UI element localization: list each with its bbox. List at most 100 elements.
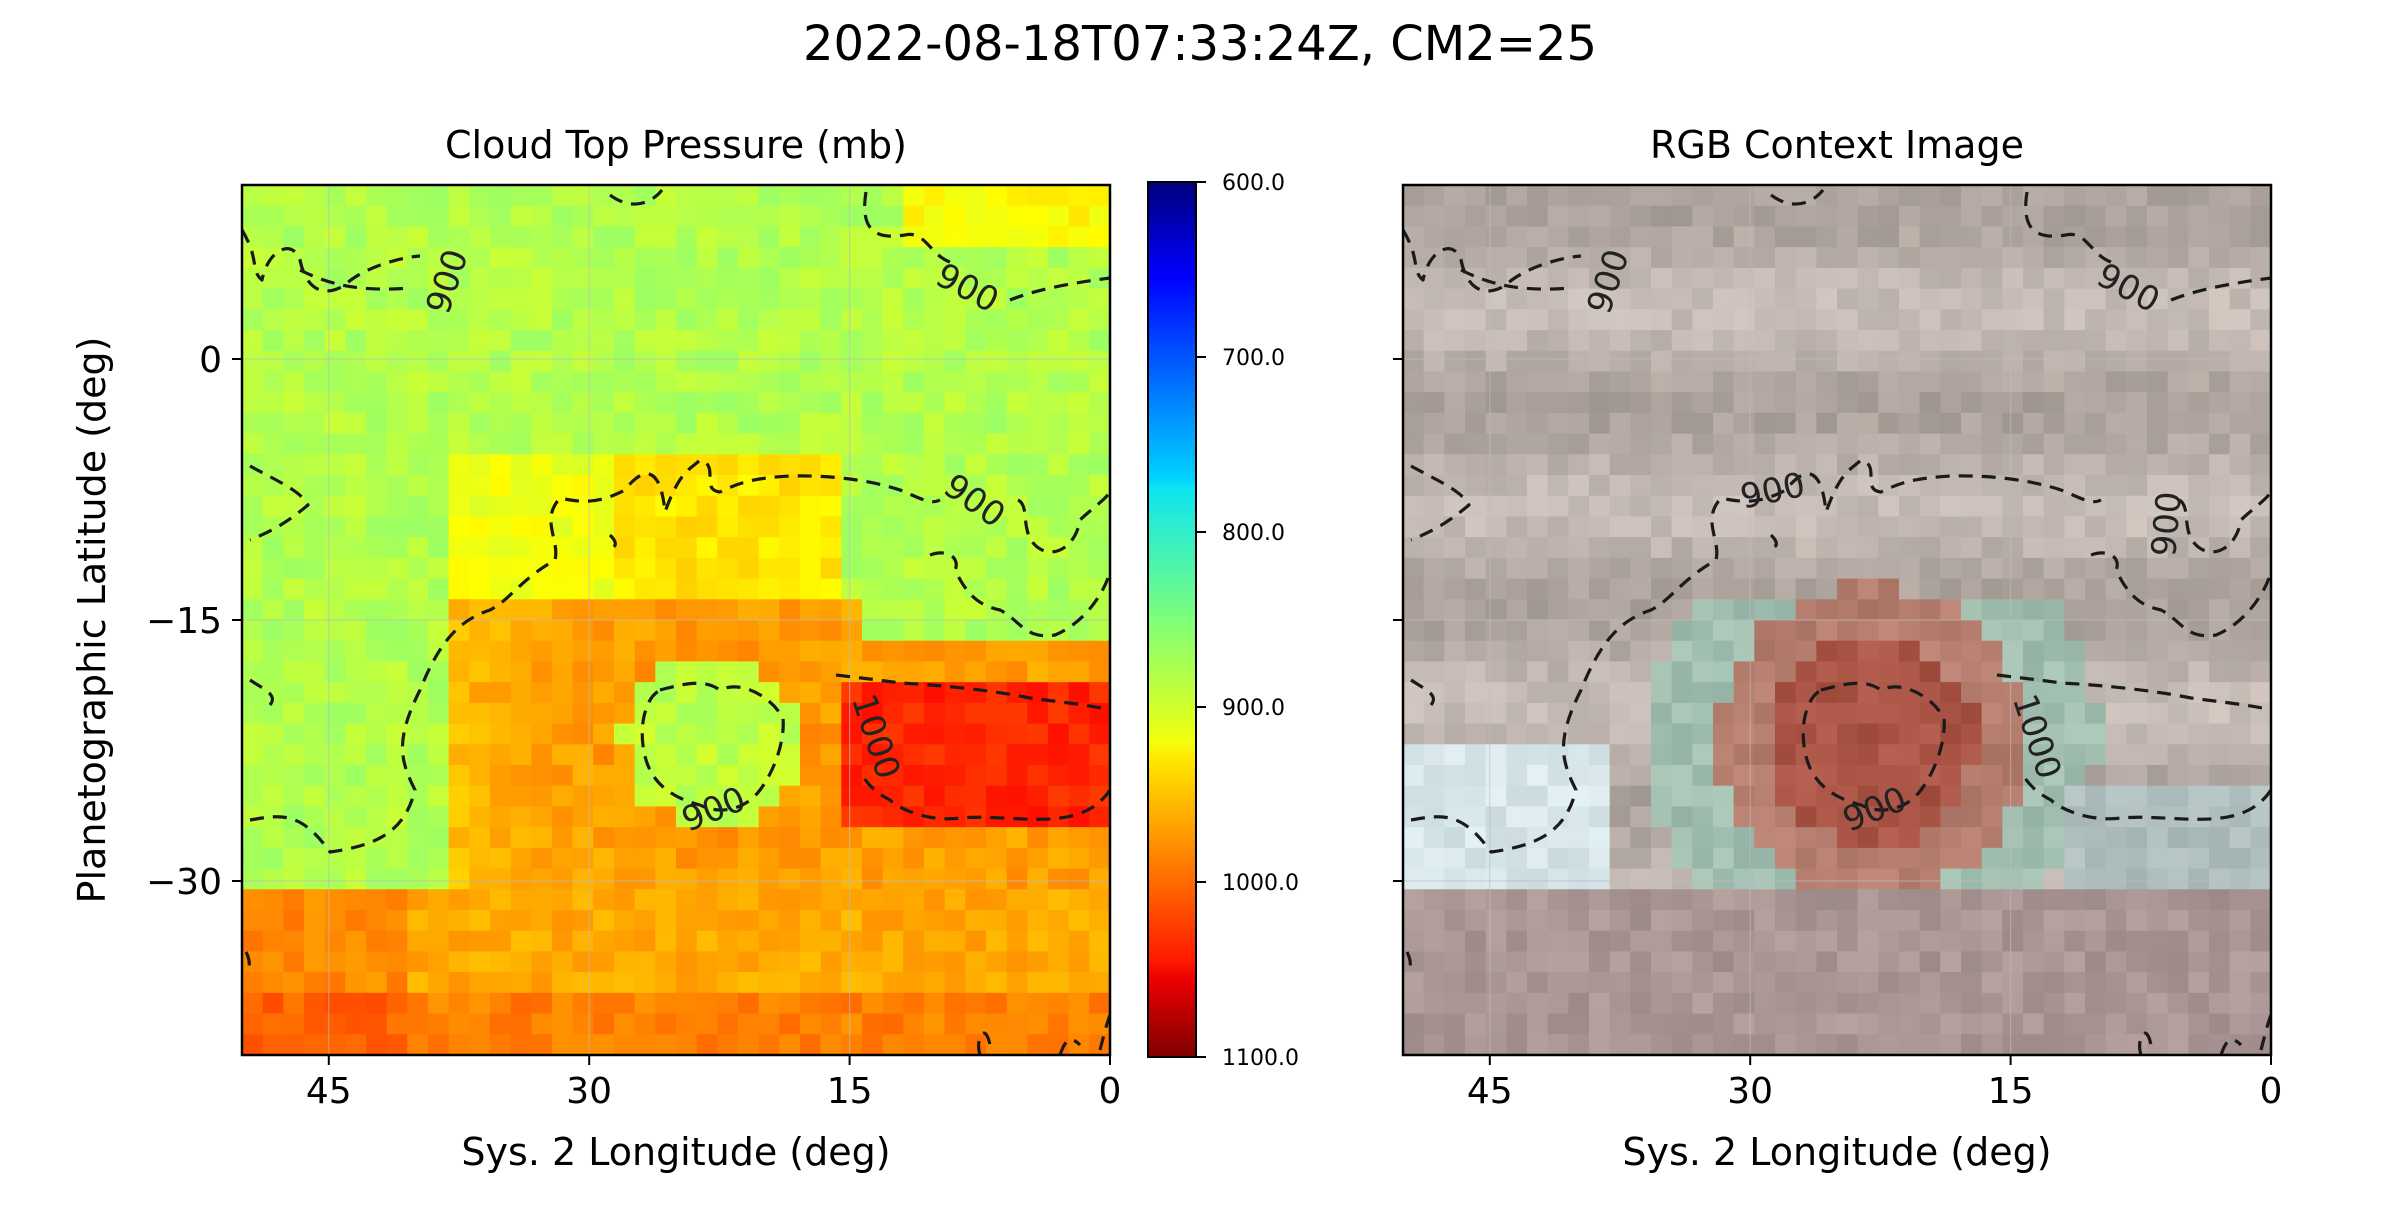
- heatmap-cell: [696, 371, 718, 393]
- heatmap-cell: [2147, 951, 2169, 973]
- heatmap-cell: [986, 454, 1008, 476]
- heatmap-cell: [1651, 392, 1673, 414]
- heatmap-cell: [366, 910, 388, 932]
- heatmap-cell: [779, 1013, 801, 1035]
- heatmap-cell: [1465, 350, 1487, 373]
- heatmap-cell: [717, 972, 739, 994]
- heatmap-cell: [1506, 392, 1528, 414]
- heatmap-cell: [986, 475, 1008, 497]
- heatmap-cell: [593, 433, 615, 455]
- heatmap-cell: [1506, 972, 1528, 994]
- heatmap-cell: [634, 288, 656, 310]
- heatmap-cell: [1068, 868, 1090, 890]
- heatmap-cell: [2085, 847, 2107, 870]
- heatmap-cell: [1961, 288, 1983, 310]
- heatmap-cell: [738, 744, 760, 766]
- heatmap-cell: [1403, 744, 1425, 766]
- heatmap-cell: [1527, 205, 1549, 228]
- heatmap-cell: [1816, 951, 1838, 973]
- heatmap-cell: [242, 889, 264, 911]
- heatmap-cell: [1981, 330, 2003, 352]
- heatmap-cell: [2188, 1034, 2210, 1055]
- heatmap-cell: [366, 806, 388, 828]
- contour-900-main: [1410, 458, 2102, 854]
- heatmap-cell: [283, 495, 305, 518]
- heatmap-cell: [2043, 495, 2065, 518]
- heatmap-cell: [634, 1034, 656, 1055]
- heatmap-cell: [531, 723, 553, 745]
- heatmap-cell: [717, 827, 739, 849]
- heatmap-cell: [283, 350, 305, 373]
- heatmap-cell: [1671, 765, 1693, 787]
- heatmap-cell: [1506, 620, 1528, 642]
- heatmap-cell: [1961, 557, 1983, 580]
- heatmap-cell: [242, 330, 264, 352]
- heatmap-cell: [2064, 930, 2086, 953]
- heatmap-cell: [1857, 392, 1879, 414]
- heatmap-cell: [1692, 537, 1714, 559]
- heatmap-cell: [1981, 454, 2003, 476]
- heatmap-cell: [1006, 412, 1028, 435]
- heatmap-cell: [903, 868, 925, 890]
- heatmap-cell: [882, 454, 904, 476]
- heatmap-cell: [1527, 330, 1549, 352]
- heatmap-cell: [242, 288, 264, 310]
- heatmap-cell: [593, 930, 615, 953]
- heatmap-cell: [242, 930, 264, 953]
- heatmap-cell: [1089, 640, 1110, 663]
- heatmap-cell: [1006, 723, 1028, 745]
- heatmap-cell: [1027, 972, 1049, 994]
- heatmap-cell: [1568, 205, 1590, 228]
- heatmap-cell: [1878, 475, 1900, 497]
- heatmap-cell: [1899, 495, 1921, 518]
- heatmap-cell: [283, 226, 305, 248]
- heatmap-cell: [986, 868, 1008, 890]
- heatmap-cell: [1816, 247, 1838, 269]
- heatmap-cell: [614, 951, 636, 973]
- heatmap-cell: [1671, 412, 1693, 435]
- heatmap-cell: [1713, 951, 1735, 973]
- heatmap-cell: [1733, 972, 1755, 994]
- heatmap-cell: [345, 744, 367, 766]
- heatmap-cell: [820, 309, 842, 331]
- heatmap-cell: [717, 433, 739, 455]
- heatmap-cell: [1423, 495, 1445, 518]
- heatmap-cell: [1919, 785, 1941, 808]
- heatmap-cell: [882, 288, 904, 310]
- heatmap-cell: [944, 992, 966, 1015]
- heatmap-cell: [1713, 185, 1735, 207]
- heatmap-cell: [2002, 765, 2024, 787]
- heatmap-cell: [366, 930, 388, 953]
- heatmap-cell: [738, 1034, 760, 1055]
- heatmap-cell: [2064, 682, 2086, 704]
- heatmap-cell: [2209, 785, 2231, 808]
- heatmap-cell: [448, 992, 470, 1015]
- heatmap-cell: [1006, 661, 1028, 683]
- heatmap-cell: [882, 744, 904, 766]
- heatmap-cell: [2043, 288, 2065, 310]
- heatmap-cell: [552, 951, 574, 973]
- heatmap-cell: [634, 433, 656, 455]
- heatmap-cell: [2147, 847, 2169, 870]
- heatmap-cell: [800, 330, 822, 352]
- heatmap-cell: [2043, 930, 2065, 953]
- heatmap-cell: [2126, 682, 2148, 704]
- heatmap-cell: [986, 537, 1008, 559]
- heatmap-cell: [1589, 806, 1611, 828]
- heatmap-cell: [469, 1013, 491, 1035]
- heatmap-cell: [2126, 1013, 2148, 1035]
- heatmap-cell: [428, 392, 450, 414]
- heatmap-cell: [1068, 309, 1090, 331]
- heatmap-cell: [1485, 371, 1507, 393]
- heatmap-cell: [634, 868, 656, 890]
- heatmap-cell: [2147, 205, 2169, 228]
- heatmap-cell: [490, 185, 512, 207]
- heatmap-cell: [552, 371, 574, 393]
- heatmap-cell: [2126, 951, 2148, 973]
- heatmap-cell: [1878, 910, 1900, 932]
- heatmap-cell: [1568, 640, 1590, 663]
- heatmap-cell: [1506, 226, 1528, 248]
- heatmap-cell: [1816, 578, 1838, 600]
- heatmap-cell: [820, 330, 842, 352]
- heatmap-cell: [1857, 309, 1879, 331]
